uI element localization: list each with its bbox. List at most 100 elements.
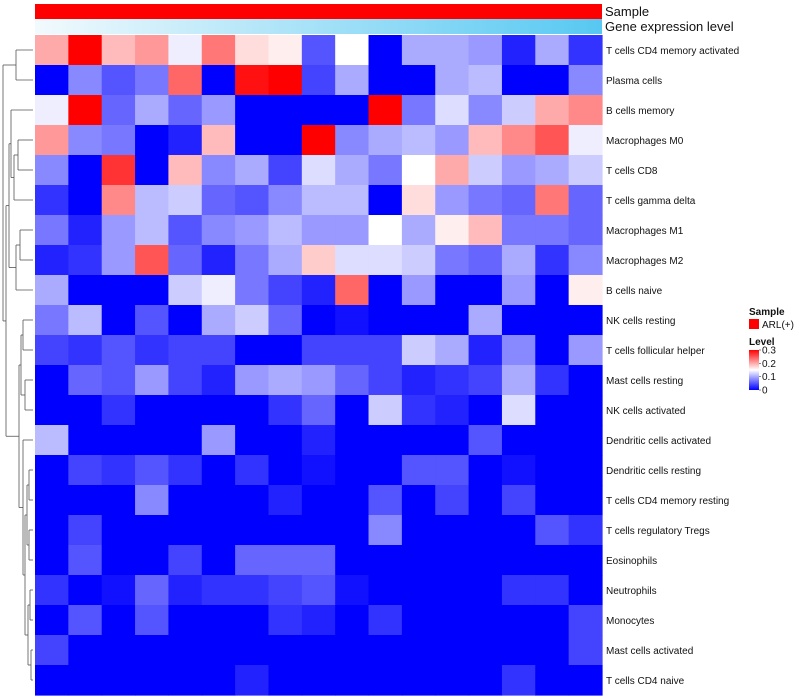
heatmap-cell bbox=[168, 635, 203, 666]
heatmap-cell bbox=[201, 95, 236, 126]
heatmap-cell bbox=[368, 575, 403, 606]
heatmap-cell bbox=[335, 605, 370, 636]
heatmap-cell bbox=[35, 515, 69, 546]
heatmap-cell bbox=[335, 545, 370, 576]
heatmap-cell bbox=[468, 185, 503, 216]
heatmap-cell bbox=[535, 155, 570, 186]
heatmap-cell bbox=[568, 275, 603, 306]
heatmap-cell bbox=[401, 545, 436, 576]
heatmap-cell bbox=[401, 125, 436, 156]
heatmap-cell bbox=[201, 155, 236, 186]
heatmap-cell bbox=[168, 65, 203, 96]
heatmap-cell bbox=[468, 245, 503, 276]
heatmap-cell bbox=[468, 605, 503, 636]
heatmap-cell bbox=[201, 65, 236, 96]
heatmap-cell bbox=[101, 65, 136, 96]
heatmap-cell bbox=[435, 245, 470, 276]
heatmap-cell bbox=[68, 605, 103, 636]
heatmap-cell bbox=[201, 275, 236, 306]
heatmap-cell bbox=[468, 335, 503, 366]
heatmap-cell bbox=[335, 575, 370, 606]
heatmap-cell bbox=[168, 365, 203, 396]
heatmap-cell bbox=[101, 425, 136, 456]
heatmap-cell bbox=[535, 65, 570, 96]
heatmap-cell bbox=[401, 605, 436, 636]
heatmap-cell bbox=[368, 35, 403, 66]
heatmap-cell bbox=[135, 305, 170, 336]
heatmap-cell bbox=[68, 635, 103, 666]
heatmap-cell bbox=[401, 185, 436, 216]
heatmap-cell bbox=[568, 575, 603, 606]
row-label: B cells memory bbox=[606, 106, 674, 117]
heatmap-cell bbox=[135, 455, 170, 486]
heatmap-cell bbox=[101, 395, 136, 426]
heatmap-cell bbox=[501, 275, 536, 306]
heatmap-cell bbox=[35, 485, 69, 516]
heatmap-cell bbox=[301, 185, 336, 216]
heatmap-cell bbox=[101, 155, 136, 186]
heatmap-cell bbox=[235, 155, 270, 186]
heatmap-cell bbox=[168, 155, 203, 186]
heatmap-cell bbox=[435, 65, 470, 96]
heatmap-cells bbox=[35, 35, 603, 696]
heatmap-cell bbox=[435, 665, 470, 696]
heatmap-cell bbox=[401, 515, 436, 546]
row-label: Mast cells activated bbox=[606, 646, 693, 657]
heatmap-cell bbox=[501, 395, 536, 426]
heatmap-cell bbox=[301, 35, 336, 66]
heatmap-cell bbox=[501, 245, 536, 276]
heatmap-cell bbox=[201, 605, 236, 636]
legend-sample-title: Sample bbox=[749, 307, 785, 318]
heatmap-cell bbox=[35, 665, 69, 696]
heatmap-cell bbox=[101, 575, 136, 606]
heatmap-cell bbox=[101, 635, 136, 666]
heatmap-cell bbox=[401, 635, 436, 666]
heatmap-cell bbox=[435, 35, 470, 66]
heatmap-cell bbox=[201, 365, 236, 396]
heatmap-cell bbox=[535, 665, 570, 696]
heatmap-cell bbox=[335, 65, 370, 96]
heatmap-cell bbox=[68, 425, 103, 456]
heatmap-cell bbox=[268, 665, 303, 696]
heatmap-cell bbox=[68, 215, 103, 246]
heatmap-cell bbox=[401, 665, 436, 696]
heatmap-cell bbox=[168, 245, 203, 276]
heatmap-cell bbox=[201, 185, 236, 216]
heatmap-cell bbox=[101, 35, 136, 66]
heatmap-cell bbox=[268, 605, 303, 636]
heatmap-cell bbox=[35, 215, 69, 246]
heatmap-cell bbox=[401, 365, 436, 396]
heatmap-cell bbox=[68, 185, 103, 216]
heatmap-cell bbox=[268, 125, 303, 156]
heatmap-cell bbox=[268, 395, 303, 426]
heatmap-cell bbox=[535, 215, 570, 246]
heatmap-cell bbox=[301, 245, 336, 276]
heatmap-cell bbox=[201, 425, 236, 456]
row-label: T cells CD4 naive bbox=[606, 676, 685, 687]
legend-sample-swatch bbox=[749, 319, 759, 329]
heatmap-cell bbox=[101, 245, 136, 276]
heatmap-cell bbox=[235, 35, 270, 66]
heatmap-cell bbox=[268, 35, 303, 66]
heatmap-cell bbox=[335, 215, 370, 246]
heatmap-cell bbox=[168, 545, 203, 576]
heatmap-cell bbox=[301, 395, 336, 426]
heatmap-cell bbox=[401, 455, 436, 486]
heatmap-cell bbox=[435, 365, 470, 396]
heatmap-cell bbox=[368, 95, 403, 126]
heatmap-cell bbox=[135, 245, 170, 276]
heatmap-cell bbox=[501, 215, 536, 246]
heatmap-cell bbox=[535, 335, 570, 366]
heatmap-cell bbox=[401, 245, 436, 276]
row-label: Dendritic cells activated bbox=[606, 436, 711, 447]
heatmap-cell bbox=[535, 425, 570, 456]
heatmap-cell bbox=[135, 335, 170, 366]
heatmap-cell bbox=[35, 545, 69, 576]
row-label: T cells regulatory Tregs bbox=[606, 526, 710, 537]
heatmap-cell bbox=[368, 245, 403, 276]
heatmap-cell bbox=[568, 455, 603, 486]
heatmap-cell bbox=[235, 575, 270, 606]
heatmap-cell bbox=[101, 515, 136, 546]
heatmap-cell bbox=[401, 485, 436, 516]
heatmap-cell bbox=[335, 305, 370, 336]
